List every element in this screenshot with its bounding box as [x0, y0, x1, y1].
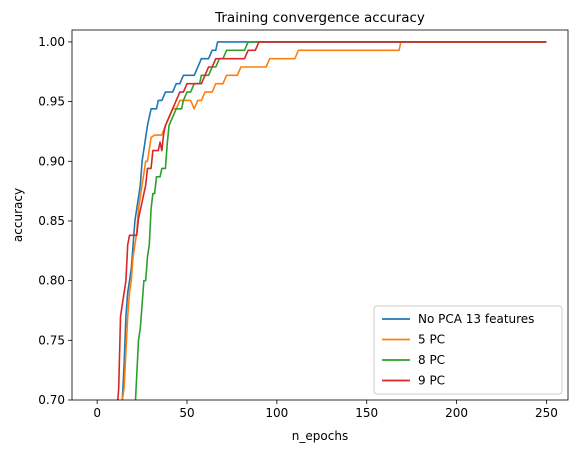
- legend-label: 5 PC: [418, 333, 445, 347]
- y-tick-label: 0.80: [38, 274, 65, 288]
- legend-label: No PCA 13 features: [418, 312, 534, 326]
- x-axis: 0 50 100 150 200 250: [93, 400, 558, 420]
- y-tick-label: 0.70: [38, 393, 65, 407]
- x-tick-label: 100: [265, 406, 288, 420]
- y-tick-label: 0.75: [38, 333, 65, 347]
- x-tick-label: 250: [535, 406, 558, 420]
- series-line-3: [134, 41, 547, 400]
- x-tick-label: 0: [93, 406, 101, 420]
- series-line-4: [117, 41, 547, 400]
- legend-frame: [373, 305, 563, 395]
- legend-label: 8 PC: [418, 353, 445, 367]
- x-tick-label: 150: [355, 406, 378, 420]
- series-layer: [117, 41, 547, 400]
- y-tick-label: 0.95: [38, 95, 65, 109]
- series-line-1: [121, 41, 547, 400]
- x-axis-label: n_epochs: [292, 429, 348, 443]
- y-tick-label: 1.00: [38, 35, 65, 49]
- plot-frame: [71, 29, 569, 401]
- chart-title: Training convergence accuracy: [214, 10, 425, 26]
- y-tick-label: 0.90: [38, 154, 65, 168]
- y-axis-label: accuracy: [11, 188, 25, 242]
- x-tick-label: 200: [445, 406, 468, 420]
- x-tick-label: 50: [179, 406, 194, 420]
- y-tick-label: 0.85: [38, 214, 65, 228]
- y-axis: 0.70 0.75 0.80 0.85 0.90 0.95 1.00: [38, 35, 72, 407]
- legend-label: 9 PC: [418, 374, 445, 388]
- legend: No PCA 13 features 5 PC 8 PC 9 PC: [373, 305, 563, 395]
